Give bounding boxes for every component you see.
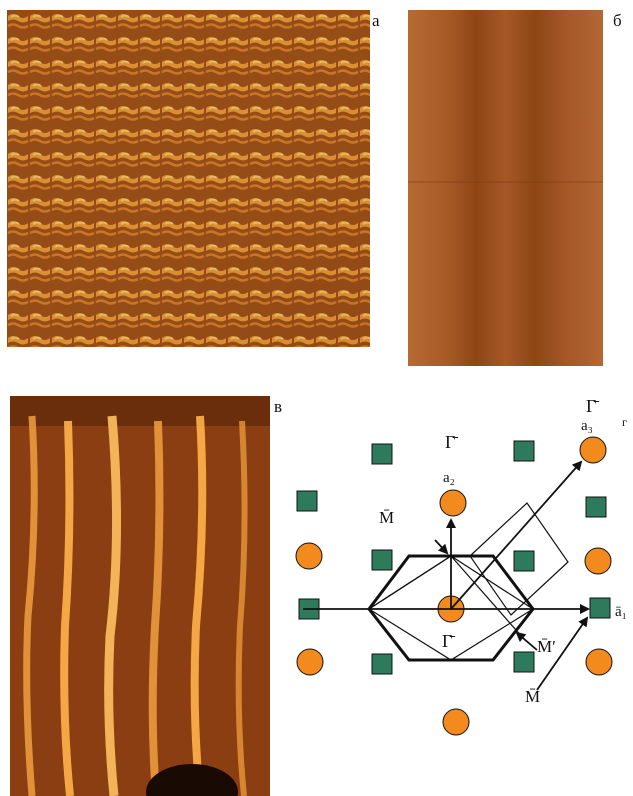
orange-circle-nodes [295,436,613,736]
lattice-vectors [303,460,590,691]
green-square-nodes [296,440,611,675]
panel-label-a: а [372,11,380,30]
brillouin-zone-diagram: Γ̄ a₃ Γ̄ a₂ M̄ Γ̄ M̄′ ā₁ M̄ [295,396,627,736]
label-upper-gamma: Γ̄ [445,432,458,452]
label-top-gamma: Γ̄ [586,396,599,416]
label-m-lower: M̄ [525,687,540,706]
thin-zone-lines [367,555,535,661]
tilted-rectangle [469,502,569,616]
stm-image-v [10,396,270,796]
panel-label-b: б [613,11,622,30]
label-a2: a₂ [443,470,455,486]
label-a3: a₃ [581,418,593,434]
label-center-gamma: Γ̄ [442,631,455,651]
label-a1: ā₁ [615,604,627,620]
stm-image-b [408,10,603,366]
panel-label-g: г [622,415,627,429]
label-m-prime: M̄′ [537,637,556,656]
label-m-upper: M̄ [379,508,394,527]
panel-label-v: в [274,397,283,416]
stm-image-a [7,10,370,347]
